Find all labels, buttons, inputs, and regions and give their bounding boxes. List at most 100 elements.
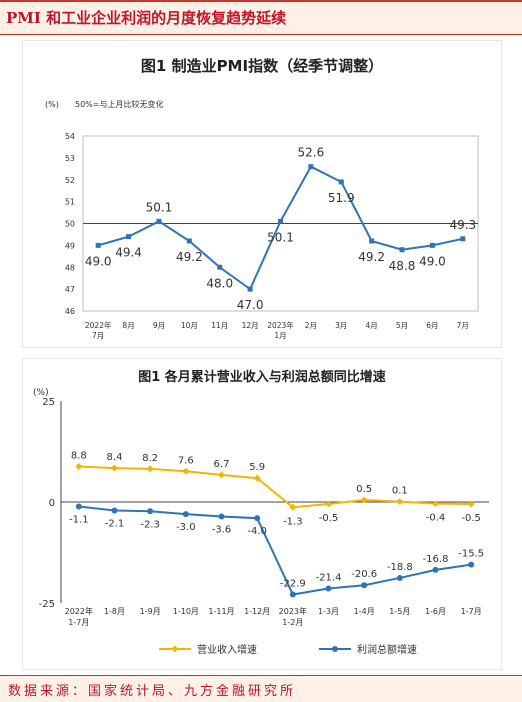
pmi-x-tick-label: 11月 [211, 321, 228, 330]
pmi-data-label: 50.1 [267, 230, 294, 244]
revenue-profit-x-tick-label: 1-9月 [140, 607, 161, 616]
pmi-y-tick-label: 53 [65, 154, 75, 163]
revenue-data-label: -0.5 [461, 513, 481, 524]
pmi-x-tick-label: 5月 [396, 321, 408, 330]
pmi-data-point [278, 218, 283, 224]
revenue-profit-y-tick-label: 25 [42, 397, 55, 408]
pmi-data-label: 50.1 [146, 200, 173, 214]
revenue-data-point [325, 500, 332, 508]
pmi-x-tick-label: 12月 [242, 321, 259, 330]
pmi-chart-panel: 图1 制造业PMI指数（经季节调整） (%) 50%=与上月比较无变化 49.0… [22, 40, 502, 348]
pmi-x-tick-label: 2月 [305, 321, 317, 330]
profit-legend-label: 利润总额增速 [357, 643, 417, 656]
revenue-profit-y-unit: (%) [33, 388, 49, 398]
header-divider [0, 34, 522, 35]
pmi-data-point [126, 234, 132, 240]
revenue-profit-x-tick-label: 1-2月 [282, 618, 303, 627]
pmi-x-tick-label: 2022年 [85, 320, 112, 330]
profit-data-point [325, 585, 332, 592]
revenue-data-point [467, 500, 475, 508]
revenue-legend-label: 营业收入增速 [197, 643, 257, 656]
pmi-y-unit: (%) [45, 100, 59, 109]
pmi-data-point [95, 242, 101, 248]
revenue-data-label: -0.4 [426, 513, 446, 524]
profit-data-label: -15.5 [458, 549, 484, 560]
revenue-profit-x-tick-label: 1-3月 [318, 607, 339, 616]
profit-data-point [254, 515, 261, 522]
pmi-y-tick-label: 54 [65, 132, 75, 141]
profit-data-label: -3.0 [176, 522, 196, 533]
pmi-x-tick-label: 6月 [426, 321, 438, 330]
revenue-profit-x-tick-label: 2022年 [65, 606, 93, 616]
revenue-profit-line-chart: 图1 各月累计营业收入与利润总额同比增速 (%) 8.8 8.4 8.2 7.6 6.7… [33, 369, 489, 656]
profit-data-point [147, 508, 154, 515]
profit-data-label: -16.8 [423, 554, 449, 565]
revenue-data-point [111, 464, 118, 472]
profit-data-label: -1.1 [69, 514, 89, 525]
revenue-data-label: 0.1 [392, 486, 408, 497]
revenue-profit-chart-title: 图1 各月累计营业收入与利润总额同比增速 [138, 369, 386, 385]
revenue-data-label: -1.3 [283, 516, 303, 527]
pmi-x-tick-label: 4月 [366, 321, 378, 330]
pmi-y-tick-label: 52 [65, 176, 75, 185]
pmi-data-label: 49.4 [115, 246, 142, 260]
revenue-data-point [253, 474, 261, 482]
pmi-x-tick-label: 9月 [153, 321, 165, 330]
revenue-series-line [78, 465, 472, 509]
profit-data-label: -21.4 [316, 572, 342, 583]
revenue-data-label: -0.5 [319, 513, 339, 524]
pmi-data-point [186, 238, 192, 244]
revenue-profit-x-tick-label: 1-7月 [68, 618, 89, 627]
revenue-data-point [182, 467, 190, 475]
profit-data-point [432, 566, 439, 573]
pmi-y-tick-label: 51 [65, 198, 75, 207]
pmi-data-label: 48.0 [206, 276, 233, 290]
profit-series-line [78, 505, 472, 596]
pmi-chart-title: 图1 制造业PMI指数（经季节调整） [141, 57, 383, 75]
profit-data-label: -20.6 [351, 569, 377, 580]
profit-data-point [468, 561, 475, 568]
pmi-data-point [338, 179, 344, 185]
profit-legend-marker [332, 646, 338, 652]
pmi-data-point [429, 242, 435, 248]
revenue-profit-x-tick-label: 1-12月 [244, 607, 270, 616]
revenue-data-label: 7.6 [178, 455, 194, 466]
footer-divider [0, 675, 522, 676]
pmi-data-label: 49.3 [449, 218, 476, 232]
revenue-data-point [360, 496, 368, 504]
profit-data-label: -2.1 [105, 518, 125, 529]
source-footer: 数据来源：国家统计局、九方金融研究所 [0, 676, 522, 702]
pmi-data-point [399, 247, 405, 253]
pmi-x-tick-label: 1月 [274, 331, 286, 340]
pmi-data-label: 51.9 [328, 191, 355, 205]
pmi-y-tick-label: 47 [65, 285, 75, 294]
revenue-legend-marker [171, 645, 179, 653]
report-header: PMI 和工业企业利润的月度恢复趋势延续 [0, 0, 522, 36]
revenue-data-label: 5.9 [249, 462, 265, 473]
revenue-data-label: 0.5 [356, 484, 372, 495]
revenue-data-point [289, 503, 297, 511]
revenue-data-point [146, 465, 154, 473]
source-text: 数据来源：国家统计局、九方金融研究所 [8, 684, 297, 699]
pmi-data-label: 49.2 [358, 250, 385, 264]
pmi-data-label: 48.8 [389, 259, 416, 273]
pmi-data-label: 52.6 [298, 146, 325, 160]
revenue-profit-x-tick-label: 2023年 [279, 606, 307, 616]
profit-data-point [396, 574, 403, 581]
pmi-annotation: 50%=与上月比较无变化 [75, 99, 163, 109]
pmi-y-tick-label: 49 [65, 241, 75, 250]
pmi-x-tick-label: 7月 [92, 331, 104, 340]
pmi-line-chart: 图1 制造业PMI指数（经季节调整） (%) 50%=与上月比较无变化 49.0… [45, 57, 479, 340]
revenue-data-label: 8.4 [107, 452, 123, 463]
pmi-x-tick-label: 3月 [335, 321, 347, 330]
profit-data-label: -4.0 [247, 526, 267, 537]
pmi-data-point [156, 218, 162, 224]
pmi-data-label: 47.0 [237, 298, 264, 312]
revenue-data-label: 8.2 [142, 453, 158, 464]
pmi-x-tick-label: 10月 [181, 321, 198, 330]
profit-data-point [75, 503, 82, 510]
pmi-x-tick-label: 7月 [457, 321, 469, 330]
pmi-data-point [247, 286, 253, 292]
pmi-data-point [308, 164, 314, 170]
profit-data-point [182, 511, 189, 518]
